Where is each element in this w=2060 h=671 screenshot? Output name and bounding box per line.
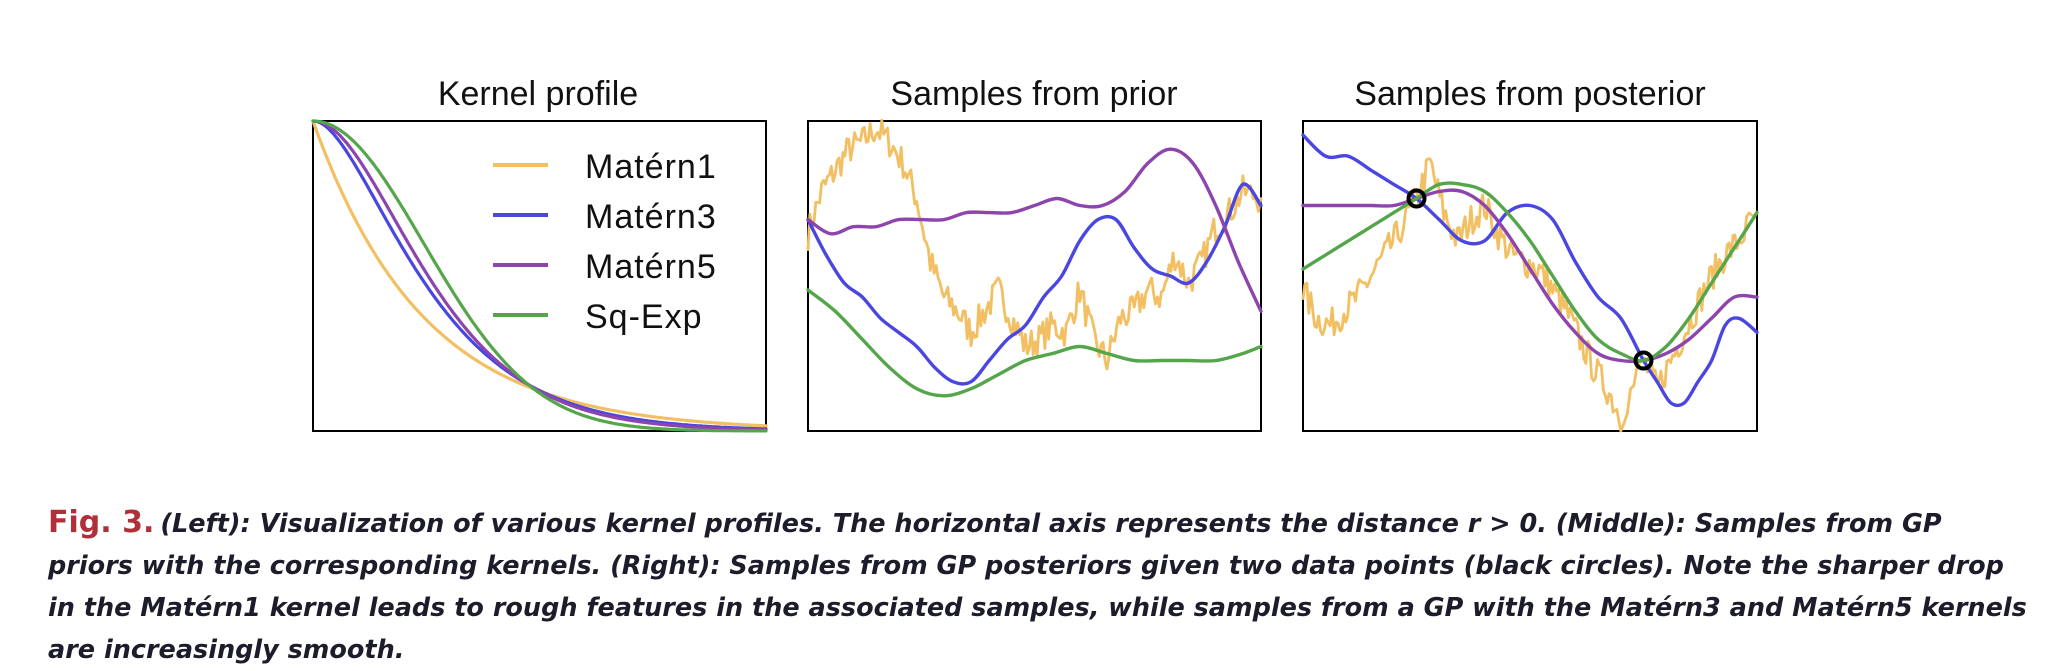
legend: Matérn1 Matérn3 Matérn5 Sq-Exp	[493, 148, 717, 336]
panel-title: Kernel profile	[438, 75, 638, 113]
sample-curve	[1301, 157, 1759, 433]
legend-entry: Matérn3	[493, 198, 717, 236]
sample-curve	[1301, 181, 1759, 363]
legend-label: Matérn5	[585, 248, 717, 286]
legend-entry: Matérn1	[493, 148, 717, 186]
kernel-curves	[311, 119, 768, 433]
observation-point	[1406, 188, 1427, 209]
figure-label: Fig. 3.	[48, 505, 155, 540]
sample-curve	[806, 147, 1263, 313]
sample-curve	[806, 288, 1263, 398]
kernel-curve	[311, 119, 768, 432]
observation-point	[1633, 350, 1654, 371]
observations	[1406, 188, 1654, 371]
sample-curve	[806, 182, 1263, 386]
posterior-sample-curves	[1301, 133, 1759, 433]
sample-curve	[806, 118, 1263, 371]
legend-label: Matérn1	[585, 148, 717, 186]
legend-entry: Matérn5	[493, 248, 717, 286]
caption-text: (Left): Visualization of various kernel …	[48, 509, 2027, 665]
prior-samples-panel: Samples from prior	[806, 75, 1263, 432]
plot-frame	[807, 120, 1262, 432]
figure: Kernel profile Matérn1 Matérn3 Matérn5 S…	[311, 75, 1759, 433]
plot-frame	[312, 120, 767, 432]
posterior-samples-panel: Samples from posterior	[1301, 75, 1759, 433]
sample-curve	[1301, 188, 1759, 364]
legend-label: Sq-Exp	[585, 298, 703, 336]
panel-title: Samples from posterior	[1354, 75, 1705, 113]
legend-label: Matérn3	[585, 198, 717, 236]
kernel-curve	[311, 119, 768, 433]
figure-caption: Fig. 3. (Left): Visualization of various …	[48, 502, 2028, 671]
panel-title: Samples from prior	[890, 75, 1177, 113]
kernel-profile-panel: Kernel profile Matérn1 Matérn3 Matérn5 S…	[311, 75, 768, 433]
plot-frame	[1302, 120, 1758, 432]
prior-sample-curves	[806, 118, 1263, 398]
legend-entry: Sq-Exp	[493, 298, 703, 336]
sample-curve	[1301, 133, 1759, 408]
